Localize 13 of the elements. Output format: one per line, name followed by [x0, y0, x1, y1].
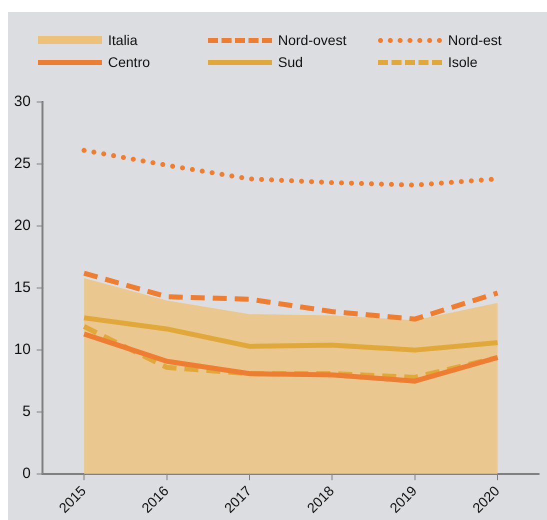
legend-label: Sud [278, 54, 303, 70]
y-tick-label: 15 [14, 279, 31, 296]
legend-label: Nord-ovest [278, 32, 346, 48]
y-tick-label: 0 [22, 465, 31, 482]
y-tick-label: 10 [14, 341, 31, 358]
y-tick-label: 20 [14, 217, 31, 234]
legend-label: Italia [108, 32, 138, 48]
y-tick-label: 5 [22, 403, 31, 420]
legend-label: Isole [448, 54, 478, 70]
y-tick-label: 25 [14, 155, 31, 172]
legend-label: Centro [108, 54, 150, 70]
y-tick-label: 30 [14, 93, 31, 110]
legend-label: Nord-est [448, 32, 502, 48]
